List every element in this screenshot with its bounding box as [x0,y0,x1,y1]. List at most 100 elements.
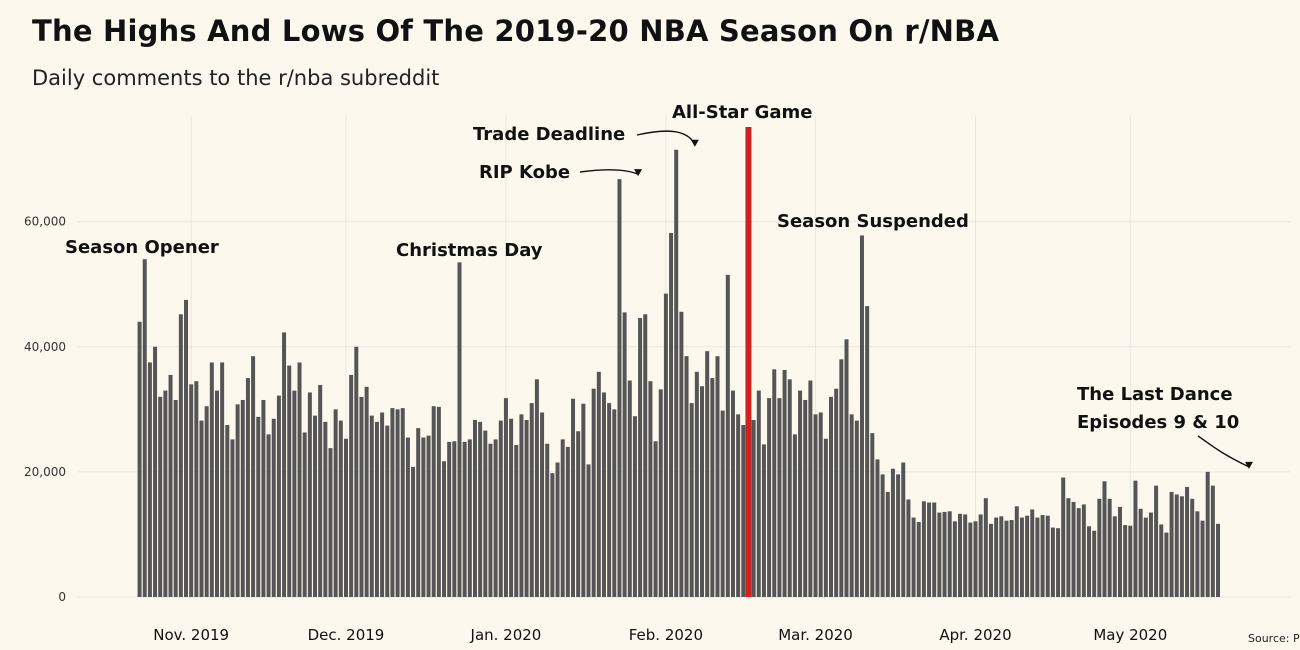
bar [524,419,529,597]
bar [488,443,493,597]
x-tick-label: Feb. 2020 [629,626,703,644]
bar [715,356,720,597]
bar [679,311,684,597]
bar [1179,496,1184,597]
bar [932,502,937,597]
bar [1154,485,1159,597]
bar [442,461,447,597]
bar [767,398,772,597]
bar [1014,506,1019,597]
bar [416,428,421,597]
bar [395,409,400,597]
bar [323,421,328,597]
bar [271,418,276,597]
bar [756,390,761,597]
bar [1071,501,1076,597]
bar [648,381,653,597]
bar [890,468,895,597]
bar [385,425,390,597]
y-tick-label: 20,000 [24,465,66,479]
bar [684,356,689,597]
bar [1045,515,1050,597]
bar [725,274,730,597]
bar [818,412,823,597]
annotation-season-opener: Season Opener [65,237,219,258]
bar [844,339,849,597]
bar [612,409,617,597]
bar [199,420,204,597]
bar [251,356,256,597]
chart-subtitle: Daily comments to the r/nba subreddit [32,66,440,90]
bar [1025,515,1030,597]
bar [261,399,266,597]
bar [534,379,539,597]
bar [173,399,178,597]
arrowhead-last-dance [1244,461,1253,469]
bar [601,392,606,597]
bar [937,512,942,597]
bar [839,359,844,597]
bar [808,380,813,597]
bar [209,362,214,597]
bar [214,390,219,597]
bar [493,439,498,597]
bar [1195,511,1200,597]
bar [540,412,545,597]
bar [318,384,323,597]
bar [751,419,756,597]
bar [184,299,189,597]
annotation-christmas-day: Christmas Day [396,240,543,261]
bar [297,362,302,597]
bar [374,421,379,597]
bar [911,517,916,597]
bar [591,388,596,597]
bar [834,388,839,597]
arrowhead-rip-kobe [634,169,643,177]
bar [798,390,803,597]
bar [1081,504,1086,597]
bar [1076,508,1081,597]
bar [436,406,441,597]
bar [509,418,514,597]
bar [875,459,880,597]
x-tick-label: Apr. 2020 [939,626,1011,644]
bar [1185,486,1190,597]
bar [829,396,834,597]
bar [1117,506,1122,597]
bar [478,421,483,597]
y-tick-label: 60,000 [24,215,66,229]
bar [787,379,792,597]
bar [390,408,395,597]
bar [313,415,318,597]
bar [921,501,926,597]
bar [302,432,307,597]
bar [514,445,519,597]
bar [1210,485,1215,597]
bar [359,396,364,597]
bars [137,127,1221,598]
bar [555,462,560,597]
bar [792,434,797,597]
bar [256,416,261,597]
bar [870,433,875,597]
bar [560,439,565,597]
bar [983,498,988,597]
bar [658,389,663,597]
bar [421,437,426,597]
bar [400,408,405,597]
bar [720,410,725,597]
bar [999,516,1004,597]
bar [1097,498,1102,597]
x-tick-label: Dec. 2019 [308,626,385,644]
bar [1092,530,1097,597]
bar [958,513,963,597]
bar [777,398,782,597]
annotation-season-suspended: Season Suspended [777,211,969,232]
bar [880,474,885,597]
bar [994,517,999,597]
bar [1004,520,1009,597]
bar [220,362,225,597]
bar [1107,498,1112,597]
bar [266,434,271,597]
bar [674,149,679,597]
